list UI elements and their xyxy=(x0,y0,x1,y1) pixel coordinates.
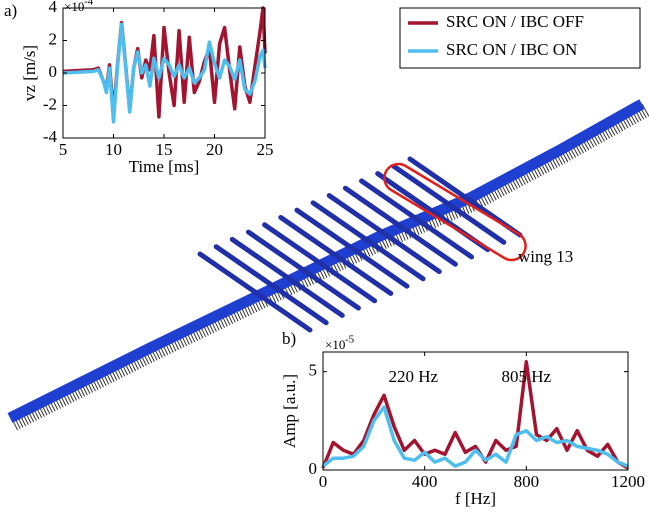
y-tick-label: 0 xyxy=(309,459,318,478)
y-tick-label: 5 xyxy=(309,361,318,380)
wing xyxy=(245,229,361,311)
y-axis-label: Amp [a.u.] xyxy=(280,374,299,448)
wing xyxy=(326,193,442,275)
wing xyxy=(359,178,475,260)
x-tick-label: 25 xyxy=(257,140,274,159)
series-line xyxy=(62,22,267,124)
y-tick-label: 0 xyxy=(49,62,58,81)
x-tick-label: 800 xyxy=(514,472,540,491)
series-line xyxy=(321,405,629,468)
axis-box xyxy=(322,351,629,471)
x-tick-label: 5 xyxy=(59,140,68,159)
axis-multiplier: ×10 xyxy=(325,337,345,352)
y-axis-label: vz [m/s] xyxy=(20,45,39,101)
wing xyxy=(342,185,458,267)
x-tick-label: 1200 xyxy=(611,472,645,491)
rotor-model: wing 13 xyxy=(7,99,649,431)
highlight-box xyxy=(383,162,527,262)
wing xyxy=(391,163,507,245)
y-tick-label: 2 xyxy=(49,29,58,48)
legend-label: SRC ON / IBC ON xyxy=(446,40,577,59)
x-tick-label: 400 xyxy=(412,472,438,491)
x-axis-label: f [Hz] xyxy=(455,489,496,508)
panel-label: b) xyxy=(282,329,296,348)
x-tick-label: 20 xyxy=(206,140,223,159)
wing xyxy=(294,207,410,289)
axis-multiplier-exponent: -4 xyxy=(84,0,94,8)
y-tick-label: -4 xyxy=(43,127,58,146)
wing xyxy=(310,200,426,282)
annotation: 220 Hz xyxy=(388,367,438,386)
series-line xyxy=(321,360,629,470)
axis-multiplier: ×10 xyxy=(64,0,84,14)
wing-label: wing 13 xyxy=(518,247,573,266)
x-tick-label: 15 xyxy=(156,140,173,159)
legend-box xyxy=(399,7,641,69)
axis-multiplier-exponent: -5 xyxy=(345,334,355,346)
annotation: 805 Hz xyxy=(502,367,552,386)
y-tick-label: -2 xyxy=(43,94,57,113)
legend-label: SRC ON / IBC OFF xyxy=(446,12,584,31)
mesh-hatch xyxy=(10,103,649,431)
blade-spine xyxy=(7,99,645,423)
y-tick-label: 4 xyxy=(49,0,58,16)
x-axis-label: Time [ms] xyxy=(129,157,200,176)
x-tick-label: 0 xyxy=(319,472,328,491)
wing xyxy=(213,244,329,326)
wing xyxy=(278,214,394,296)
panel-label: a) xyxy=(4,1,17,20)
wing xyxy=(197,251,313,333)
wing xyxy=(262,222,378,304)
x-tick-label: 10 xyxy=(105,140,122,159)
wing xyxy=(229,236,345,318)
